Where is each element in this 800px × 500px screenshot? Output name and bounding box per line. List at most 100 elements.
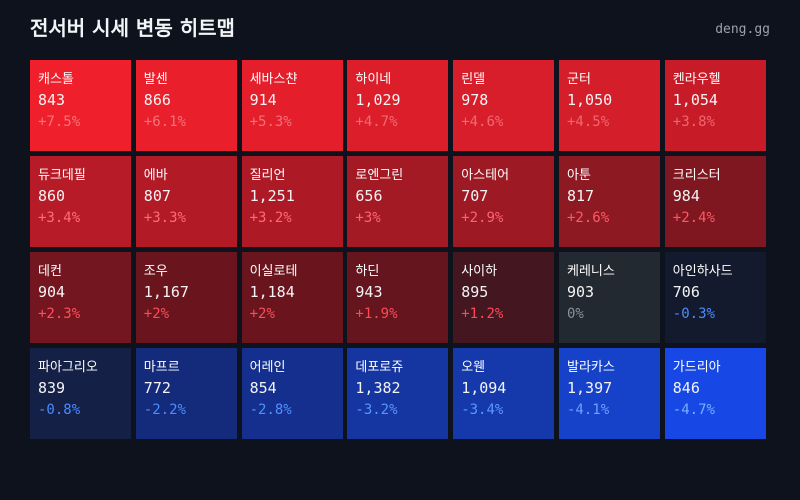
- server-name: 가드리아: [672, 360, 721, 375]
- price-change: +2%: [249, 306, 275, 322]
- title: 전서버 시세 변동 히트맵: [30, 16, 235, 40]
- server-tile: 마프르 772 -2.2%: [135, 348, 237, 439]
- server-name: 데컨: [38, 264, 62, 279]
- server-price: 984: [672, 187, 700, 205]
- server-name: 아툰: [566, 168, 591, 183]
- server-name: 로엔그린: [355, 168, 404, 183]
- server-tile: 세바스챤 914 +5.3%: [241, 60, 343, 151]
- server-name: 데포로쥬: [355, 360, 404, 375]
- server-price: 1,050: [566, 91, 613, 109]
- server-name: 세바스챤: [249, 72, 298, 87]
- server-name: 하이네: [355, 72, 392, 87]
- server-tile: 린델 978 +4.6%: [453, 60, 555, 151]
- server-price: 895: [461, 283, 489, 301]
- server-name: 발센: [143, 72, 168, 87]
- server-tile: 어레인 854 -2.8%: [241, 348, 343, 439]
- server-tile: 아툰 817 +2.6%: [558, 156, 660, 247]
- price-change: +2.6%: [566, 210, 610, 226]
- price-change: -2.8%: [249, 402, 292, 418]
- server-name: 린델: [461, 72, 486, 87]
- price-change: +5.3%: [249, 114, 292, 130]
- server-tile: 에바 807 +3.3%: [135, 156, 237, 247]
- server-tile: 아스테어 707 +2.9%: [453, 156, 555, 247]
- server-price: 904: [38, 283, 66, 301]
- server-tile: 하이네 1,029 +4.7%: [347, 60, 449, 151]
- server-tile: 오웬 1,094 -3.4%: [453, 348, 555, 439]
- server-tile: 켄라우헬 1,054 +3.8%: [664, 60, 766, 151]
- price-change: +1.9%: [355, 306, 398, 322]
- server-name: 사이하: [461, 264, 498, 279]
- server-price: 1,054: [672, 91, 718, 109]
- server-tile: 데포로쥬 1,382 -3.2%: [347, 348, 449, 439]
- price-change: +2.3%: [38, 306, 81, 322]
- server-tile: 이실로테 1,184 +2%: [241, 252, 343, 343]
- server-tile: 하딘 943 +1.9%: [347, 252, 449, 343]
- price-change: +4.5%: [566, 114, 610, 130]
- server-tile: 듀크데필 860 +3.4%: [30, 156, 131, 247]
- server-price: 843: [38, 91, 66, 109]
- server-price: 706: [672, 283, 700, 301]
- server-name: 아스테어: [461, 168, 510, 183]
- server-tile: 케레니스 903 0%: [558, 252, 660, 343]
- server-name: 질리언: [249, 168, 286, 183]
- server-price: 866: [143, 91, 171, 109]
- price-change: +4.7%: [355, 114, 398, 130]
- server-price: 772: [143, 379, 171, 397]
- server-tile: 발라카스 1,397 -4.1%: [558, 348, 660, 439]
- price-change: -0.3%: [672, 306, 715, 322]
- server-name: 하딘: [355, 264, 380, 279]
- server-price: 903: [566, 283, 595, 301]
- server-name: 발라카스: [566, 360, 615, 375]
- server-name: 어레인: [249, 360, 286, 375]
- server-name: 아인하사드: [672, 264, 733, 279]
- server-price: 854: [249, 379, 277, 397]
- price-change: +3.2%: [249, 210, 292, 226]
- server-price: 1,094: [461, 379, 507, 397]
- server-tile: 아인하사드 706 -0.3%: [664, 252, 766, 343]
- server-name: 이실로테: [249, 264, 298, 279]
- server-name: 오웬: [461, 360, 486, 375]
- price-change: +3.8%: [672, 114, 715, 130]
- price-change: +3.3%: [143, 210, 186, 226]
- server-tile: 질리언 1,251 +3.2%: [241, 156, 343, 247]
- server-name: 크리스터: [672, 168, 721, 183]
- price-change: +1.2%: [461, 306, 504, 322]
- server-price: 914: [249, 91, 277, 109]
- brand: deng.gg: [715, 22, 770, 37]
- server-price: 656: [355, 187, 383, 205]
- server-name: 켄라우헬: [672, 72, 721, 87]
- server-price: 707: [461, 187, 489, 205]
- price-change: +3%: [355, 210, 381, 226]
- server-tile: 로엔그린 656 +3%: [347, 156, 449, 247]
- server-tile: 조우 1,167 +2%: [135, 252, 237, 343]
- price-change: -3.2%: [355, 402, 398, 418]
- server-name: 마프르: [143, 360, 180, 375]
- price-change: 0%: [566, 306, 584, 322]
- server-price: 1,029: [355, 91, 401, 109]
- server-name: 케레니스: [566, 264, 615, 279]
- server-name: 군터: [566, 72, 591, 87]
- server-price: 807: [143, 187, 171, 205]
- price-change: +2.9%: [461, 210, 504, 226]
- server-tile: 가드리아 846 -4.7%: [664, 348, 766, 439]
- price-change: +6.1%: [143, 114, 186, 130]
- server-tile: 발센 866 +6.1%: [135, 60, 237, 151]
- server-tile: 캐스톨 843 +7.5%: [30, 60, 131, 151]
- price-change: +3.4%: [38, 210, 81, 226]
- price-change: -3.4%: [461, 402, 504, 418]
- price-change: +4.6%: [461, 114, 504, 130]
- server-tile: 사이하 895 +1.2%: [453, 252, 555, 343]
- server-price: 817: [566, 187, 595, 205]
- price-change: -4.1%: [566, 402, 610, 418]
- server-name: 듀크데필: [38, 168, 86, 183]
- server-tile: 크리스터 984 +2.4%: [664, 156, 766, 247]
- price-change: +7.5%: [38, 114, 81, 130]
- server-price: 1,251: [249, 187, 295, 205]
- server-price: 1,167: [143, 283, 189, 301]
- server-price: 978: [461, 91, 489, 109]
- server-name: 캐스톨: [38, 72, 74, 87]
- server-tile: 데컨 904 +2.3%: [30, 252, 131, 343]
- heatmap-grid: 캐스톨 843 +7.5% 발센 866 +6.1% 세바스챤 914 +5.3% 하이네 1,02…: [30, 60, 766, 439]
- server-price: 860: [38, 187, 66, 205]
